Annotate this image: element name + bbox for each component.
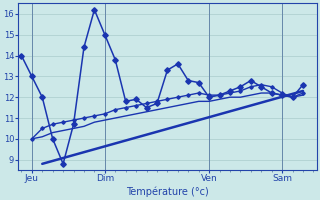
X-axis label: Température (°c): Température (°c) (126, 186, 209, 197)
